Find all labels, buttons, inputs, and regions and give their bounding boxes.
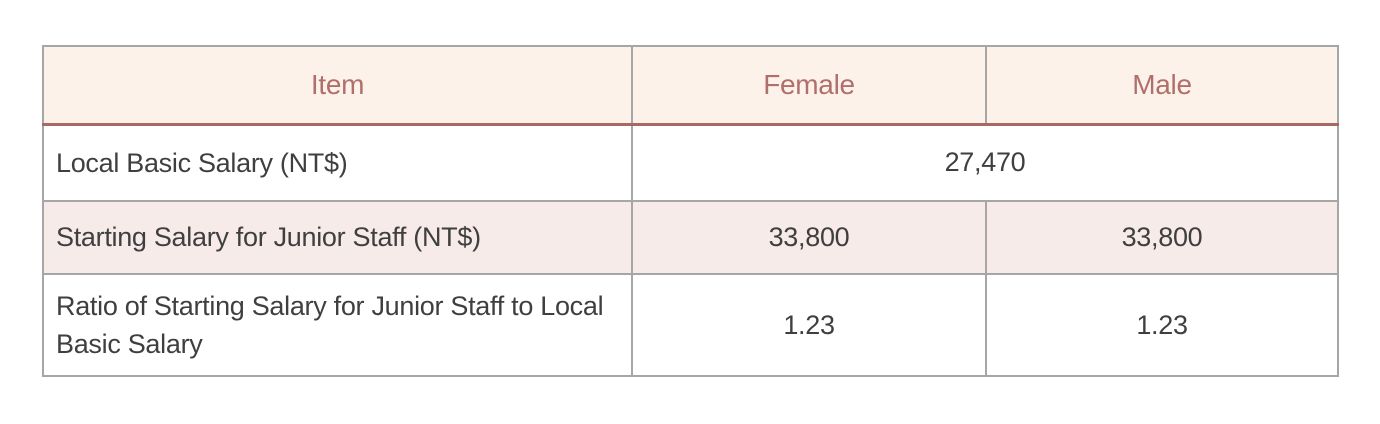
column-header-item: Item bbox=[42, 45, 633, 126]
column-header-female: Female bbox=[631, 45, 987, 126]
row-label-starting-salary: Starting Salary for Junior Staff (NT$) bbox=[42, 200, 633, 275]
salary-table-container: Item Female Male Local Basic Salary (NT$… bbox=[42, 45, 1339, 377]
column-header-male: Male bbox=[985, 45, 1339, 126]
value-ratio-female: 1.23 bbox=[631, 273, 987, 377]
header-row: Item Female Male bbox=[42, 45, 1339, 126]
value-starting-salary-male: 33,800 bbox=[985, 200, 1339, 275]
row-label-local-basic-salary: Local Basic Salary (NT$) bbox=[42, 123, 633, 202]
value-ratio-male: 1.23 bbox=[985, 273, 1339, 377]
merged-value-local-basic-salary: 27,470 bbox=[631, 123, 1339, 202]
table-row-local-basic-salary: Local Basic Salary (NT$) 27,470 bbox=[42, 123, 1339, 202]
table-row-starting-salary: Starting Salary for Junior Staff (NT$) 3… bbox=[42, 200, 1339, 275]
value-starting-salary-female: 33,800 bbox=[631, 200, 987, 275]
salary-comparison-table: Item Female Male Local Basic Salary (NT$… bbox=[42, 45, 1339, 377]
table-row-ratio: Ratio of Starting Salary for Junior Staf… bbox=[42, 273, 1339, 377]
row-label-ratio: Ratio of Starting Salary for Junior Staf… bbox=[42, 273, 633, 377]
